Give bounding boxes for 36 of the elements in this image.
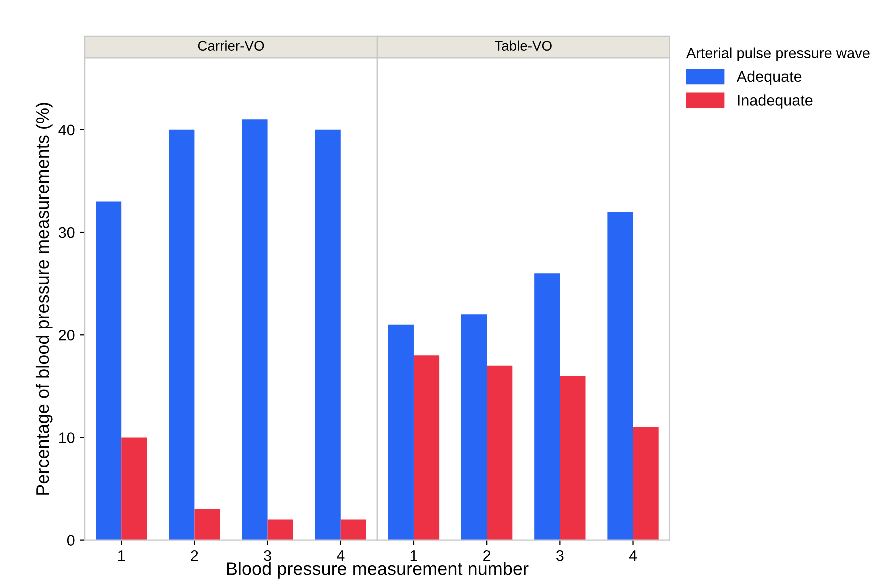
legend-title: Arterial pulse pressure wave: [686, 48, 870, 62]
bar: [194, 510, 220, 540]
bar: [169, 130, 195, 540]
bar: [534, 274, 560, 540]
bar: [388, 324, 414, 540]
x-tick-label: 1: [118, 550, 126, 562]
bar: [268, 520, 294, 540]
x-tick-label: 3: [264, 550, 272, 562]
bar: [608, 212, 634, 540]
bar: [315, 130, 341, 540]
bar: [242, 120, 268, 540]
chart-title: Table-VO: [494, 40, 552, 51]
y-tick-label: 0: [67, 535, 75, 546]
legend-label: Inadequate: [738, 94, 813, 109]
x-tick-label: 4: [629, 550, 638, 562]
bar: [461, 314, 488, 540]
bar: [340, 520, 366, 540]
x-tick-label: 2: [484, 550, 491, 562]
x-tick-label: 3: [556, 550, 564, 562]
bar: [487, 366, 513, 540]
x-tick-label: 1: [410, 550, 418, 562]
bar: [96, 202, 122, 540]
bar: [122, 438, 148, 540]
y-tick-label: 20: [59, 330, 75, 341]
bar: [560, 376, 586, 540]
x-axis-title: Blood pressure measurement number: [227, 562, 529, 579]
legend-label: Adequate: [736, 70, 802, 86]
y-axis-title: Percentage of blood pressure measurements (%): [36, 103, 53, 495]
bar: [414, 356, 440, 540]
chart-title: Carrier-VO: [198, 40, 264, 51]
x-tick-label: 4: [336, 550, 345, 562]
y-tick-label: 40: [58, 124, 75, 136]
bar: [633, 427, 659, 540]
x-tick-label: 2: [191, 550, 198, 562]
y-tick-label: 10: [60, 432, 75, 444]
y-tick-label: 30: [58, 227, 75, 238]
